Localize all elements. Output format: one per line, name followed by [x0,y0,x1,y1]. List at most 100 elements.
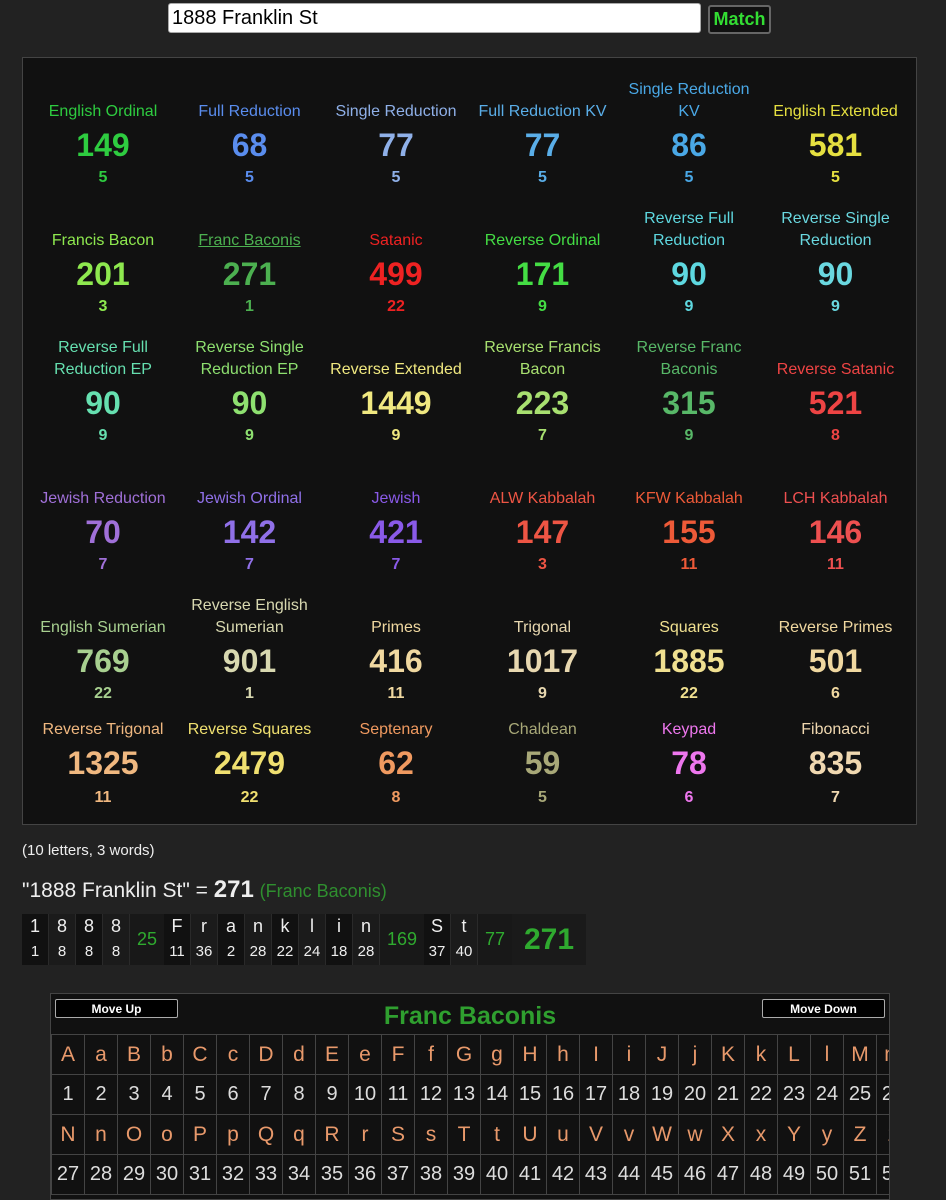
cipher-name[interactable]: Squares [659,619,719,636]
cipher-english-ordinal[interactable]: English Ordinal 149 5 [30,58,176,186]
cipher-name[interactable]: English Ordinal [48,103,158,120]
chart-letter[interactable]: f [414,1034,448,1075]
cipher-reverse-english-sumerian[interactable]: Reverse English Sumerian 901 1 [177,58,323,702]
chart-letter[interactable]: B [117,1034,151,1075]
cipher-reverse-full-reduction[interactable]: Reverse Full Reduction 90 9 [616,58,762,315]
chart-letter[interactable]: M [843,1034,877,1075]
cipher-name[interactable]: Franc Baconis [198,232,301,249]
cipher-name[interactable]: Full Reduction [198,103,301,120]
chart-letter[interactable]: W [645,1114,679,1155]
cipher-name[interactable]: Single Reduction KV [628,81,750,120]
cipher-trigonal[interactable]: Trigonal 1017 9 [470,58,616,702]
cipher-reverse-single-reduction-ep[interactable]: Reverse Single Reduction EP 90 9 [177,58,323,444]
cipher-chaldean[interactable]: Chaldean 59 5 [470,58,616,806]
cipher-english-sumerian[interactable]: English Sumerian 769 22 [30,58,176,702]
chart-letter[interactable]: m [876,1034,889,1075]
cipher-reverse-franc-baconis[interactable]: Reverse Franc Baconis 315 9 [616,58,762,444]
cipher-single-reduction[interactable]: Single Reduction 77 5 [323,58,469,186]
cipher-name[interactable]: Keypad [661,721,717,738]
cipher-name[interactable]: Primes [371,619,421,636]
cipher-name[interactable]: Chaldean [508,721,577,738]
cipher-english-extended[interactable]: English Extended 581 5 [763,58,909,186]
cipher-name[interactable]: Reverse Full Reduction [644,210,734,249]
cipher-name[interactable]: Reverse Trigonal [42,721,164,738]
chart-letter[interactable]: z [876,1114,889,1155]
cipher-full-reduction[interactable]: Full Reduction 68 5 [177,58,323,186]
cipher-name[interactable]: Jewish Ordinal [197,490,302,507]
chart-letter[interactable]: V [579,1114,613,1155]
cipher-name[interactable]: Jewish Reduction [40,490,166,507]
chart-letter[interactable]: w [678,1114,712,1155]
cipher-name[interactable]: Reverse Primes [778,619,893,636]
chart-letter[interactable]: n [84,1114,118,1155]
cipher-name[interactable]: Satanic [369,232,423,249]
chart-letter[interactable]: I [579,1034,613,1075]
cipher-reverse-full-reduction-ep[interactable]: Reverse Full Reduction EP 90 9 [30,58,176,444]
cipher-name[interactable]: Trigonal [513,619,572,636]
chart-letter[interactable]: d [282,1034,316,1075]
cipher-primes[interactable]: Primes 416 11 [323,58,469,702]
chart-letter[interactable]: k [744,1034,778,1075]
chart-letter[interactable]: Z [843,1114,877,1155]
chart-letter[interactable]: S [381,1114,415,1155]
chart-letter[interactable]: j [678,1034,712,1075]
cipher-reverse-extended[interactable]: Reverse Extended 1449 9 [323,58,469,444]
chart-letter[interactable]: P [183,1114,217,1155]
match-button[interactable]: Match [708,5,771,34]
cipher-full-reduction-kv[interactable]: Full Reduction KV 77 5 [470,58,616,186]
search-input[interactable] [168,3,701,33]
cipher-lch-kabbalah[interactable]: LCH Kabbalah 146 11 [763,58,909,573]
chart-letter[interactable]: H [513,1034,547,1075]
cipher-septenary[interactable]: Septenary 62 8 [323,58,469,806]
cipher-fibonacci[interactable]: Fibonacci 835 7 [763,58,909,806]
cipher-name[interactable]: English Sumerian [40,619,166,636]
cipher-reverse-single-reduction[interactable]: Reverse Single Reduction 90 9 [763,58,909,315]
cipher-reverse-francis-bacon[interactable]: Reverse Francis Bacon 223 7 [470,58,616,444]
cipher-name[interactable]: LCH Kabbalah [783,490,888,507]
cipher-name[interactable]: Reverse Francis Bacon [484,339,601,378]
chart-letter[interactable]: E [315,1034,349,1075]
cipher-name[interactable]: Reverse Satanic [776,361,895,378]
chart-letter[interactable]: T [447,1114,481,1155]
chart-letter[interactable]: x [744,1114,778,1155]
cipher-name[interactable]: Reverse Extended [330,361,462,378]
chart-letter[interactable]: p [216,1114,250,1155]
cipher-name[interactable]: KFW Kabbalah [635,490,743,507]
cipher-name[interactable]: Single Reduction [335,103,457,120]
chart-letter[interactable]: K [711,1034,745,1075]
chart-letter[interactable]: y [810,1114,844,1155]
chart-letter[interactable]: e [348,1034,382,1075]
cipher-name[interactable]: Reverse Squares [187,721,312,738]
chart-letter[interactable]: N [51,1114,85,1155]
cipher-name[interactable]: Full Reduction KV [478,103,607,120]
cipher-kfw-kabbalah[interactable]: KFW Kabbalah 155 11 [616,58,762,573]
cipher-jewish-reduction[interactable]: Jewish Reduction 70 7 [30,58,176,573]
cipher-name[interactable]: Francis Bacon [51,232,155,249]
cipher-francis-bacon[interactable]: Francis Bacon 201 3 [30,58,176,315]
cipher-satanic[interactable]: Satanic 499 22 [323,58,469,315]
cipher-name[interactable]: ALW Kabbalah [489,490,596,507]
chart-letter[interactable]: u [546,1114,580,1155]
cipher-name[interactable]: Jewish [371,490,421,507]
chart-letter[interactable]: L [777,1034,811,1075]
cipher-reverse-squares[interactable]: Reverse Squares 2479 22 [177,58,323,806]
cipher-name[interactable]: Reverse Full Reduction EP [54,339,152,378]
cipher-reverse-satanic[interactable]: Reverse Satanic 521 8 [763,58,909,444]
chart-letter[interactable]: t [480,1114,514,1155]
cipher-name[interactable]: Reverse English Sumerian [191,597,308,636]
cipher-name[interactable]: Reverse Single Reduction [781,210,890,249]
chart-letter[interactable]: G [447,1034,481,1075]
chart-letter[interactable]: r [348,1114,382,1155]
cipher-name[interactable]: Reverse Single Reduction EP [195,339,304,378]
cipher-reverse-primes[interactable]: Reverse Primes 501 6 [763,58,909,702]
move-up-button[interactable]: Move Up [55,999,178,1018]
chart-letter[interactable]: O [117,1114,151,1155]
chart-letter[interactable]: q [282,1114,316,1155]
chart-letter[interactable]: o [150,1114,184,1155]
cipher-reverse-ordinal[interactable]: Reverse Ordinal 171 9 [470,58,616,315]
chart-letter[interactable]: Q [249,1114,283,1155]
move-down-button[interactable]: Move Down [762,999,885,1018]
cipher-name[interactable]: Septenary [359,721,433,738]
cipher-name[interactable]: Fibonacci [801,721,870,738]
chart-letter[interactable]: J [645,1034,679,1075]
